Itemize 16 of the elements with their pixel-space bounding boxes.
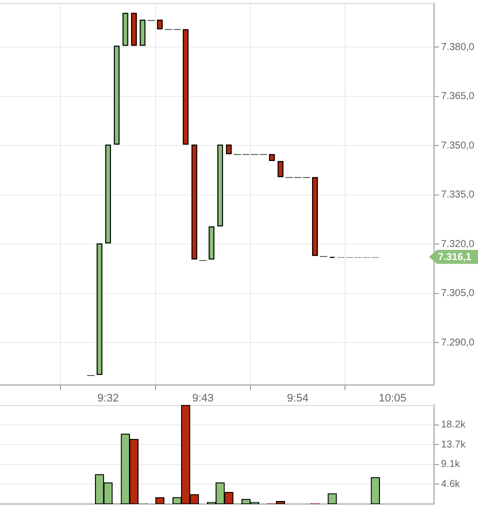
- y-tick-label: 7.290,0: [441, 337, 475, 348]
- x-tick-label: 9:32: [97, 392, 119, 405]
- y-tick-label: 4.6k: [441, 478, 461, 490]
- text: 7.316,1: [438, 252, 472, 264]
- y-tick-label: 13.7k: [441, 439, 466, 450]
- y-tick-label: 7.350,0: [441, 140, 475, 152]
- x-tick-label: 9:43: [192, 392, 214, 405]
- y-tick-label: 7.365,0: [441, 91, 475, 102]
- y-tick-label: 18.2k: [441, 420, 466, 431]
- y-tick-label: 7.305,0: [441, 288, 475, 300]
- y-tick-label: 9.1k: [441, 459, 461, 470]
- y-tick-label: 7.320,0: [441, 238, 475, 250]
- x-tick-label: 9:54: [287, 392, 308, 405]
- x-tick-label: 10:05: [378, 392, 406, 405]
- y-tick-label: 7.380,0: [441, 42, 475, 53]
- y-tick-label: 7.335,0: [441, 190, 475, 201]
